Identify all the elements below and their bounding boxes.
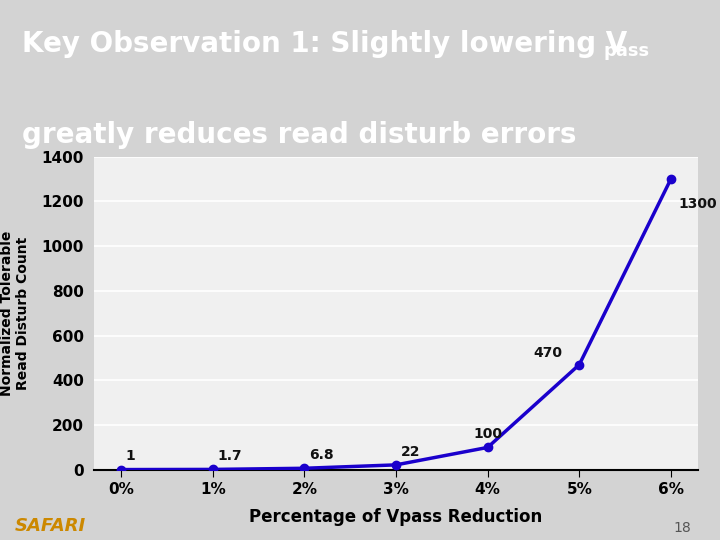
Text: 100: 100 bbox=[474, 427, 503, 441]
Text: 6.8: 6.8 bbox=[309, 448, 333, 462]
Text: 1300: 1300 bbox=[678, 197, 717, 211]
Text: greatly reduces read disturb errors: greatly reduces read disturb errors bbox=[22, 121, 576, 149]
Text: SAFARI: SAFARI bbox=[14, 517, 86, 535]
Text: pass: pass bbox=[603, 42, 649, 60]
Text: 1.7: 1.7 bbox=[217, 449, 242, 463]
Text: 470: 470 bbox=[534, 346, 563, 360]
X-axis label: Percentage of Vpass Reduction: Percentage of Vpass Reduction bbox=[249, 508, 543, 526]
Text: 22: 22 bbox=[400, 444, 420, 458]
Y-axis label: Normalized Tolerable
Read Disturb Count: Normalized Tolerable Read Disturb Count bbox=[0, 231, 30, 396]
Text: 1: 1 bbox=[126, 449, 135, 463]
Text: 18: 18 bbox=[673, 521, 691, 535]
Text: Key Observation 1: Slightly lowering V: Key Observation 1: Slightly lowering V bbox=[22, 30, 627, 58]
